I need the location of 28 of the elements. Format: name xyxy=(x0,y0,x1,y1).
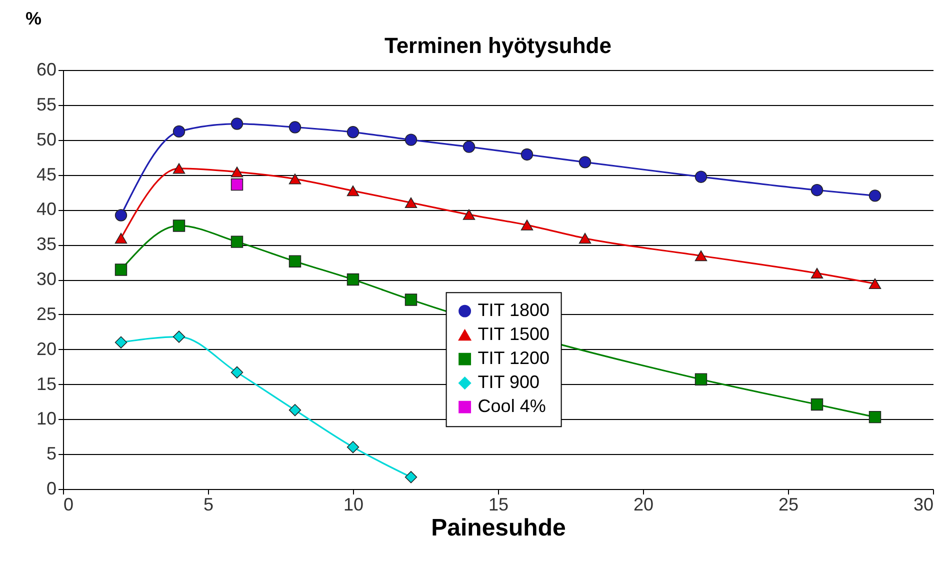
legend-label: TIT 1200 xyxy=(478,348,550,368)
x-tick-label: 10 xyxy=(343,494,364,514)
x-tick-label: 30 xyxy=(913,494,934,514)
y-tick-label: 10 xyxy=(36,408,56,429)
y-tick-label: 40 xyxy=(36,199,56,220)
y-tick-label: 30 xyxy=(36,269,56,289)
y-tick-label: 0 xyxy=(46,478,56,498)
x-tick-label: 15 xyxy=(488,494,509,514)
y-tick-label: 55 xyxy=(36,94,56,114)
y-axis-title: % xyxy=(25,8,42,28)
x-tick-label: 0 xyxy=(64,494,74,514)
chart-title: Terminen hyötysuhde xyxy=(384,33,612,58)
y-tick-label: 50 xyxy=(36,129,56,150)
y-tick-label: 60 xyxy=(36,60,56,80)
legend-label: TIT 900 xyxy=(478,372,540,392)
y-tick-label: 5 xyxy=(46,444,56,464)
y-tick-label: 20 xyxy=(36,338,56,359)
x-tick-label: 5 xyxy=(203,494,214,514)
y-tick-label: 35 xyxy=(36,234,56,254)
y-tick-label: 45 xyxy=(36,164,56,184)
y-tick-label: 25 xyxy=(36,304,56,324)
x-axis-title: Painesuhde xyxy=(431,514,566,542)
y-tick-label: 15 xyxy=(36,374,56,394)
x-tick-label: 20 xyxy=(633,494,654,514)
legend-label: Cool 4% xyxy=(478,396,546,416)
legend-label: TIT 1500 xyxy=(478,324,550,344)
x-tick-label: 25 xyxy=(778,494,799,514)
legend-label: TIT 1800 xyxy=(478,300,550,320)
